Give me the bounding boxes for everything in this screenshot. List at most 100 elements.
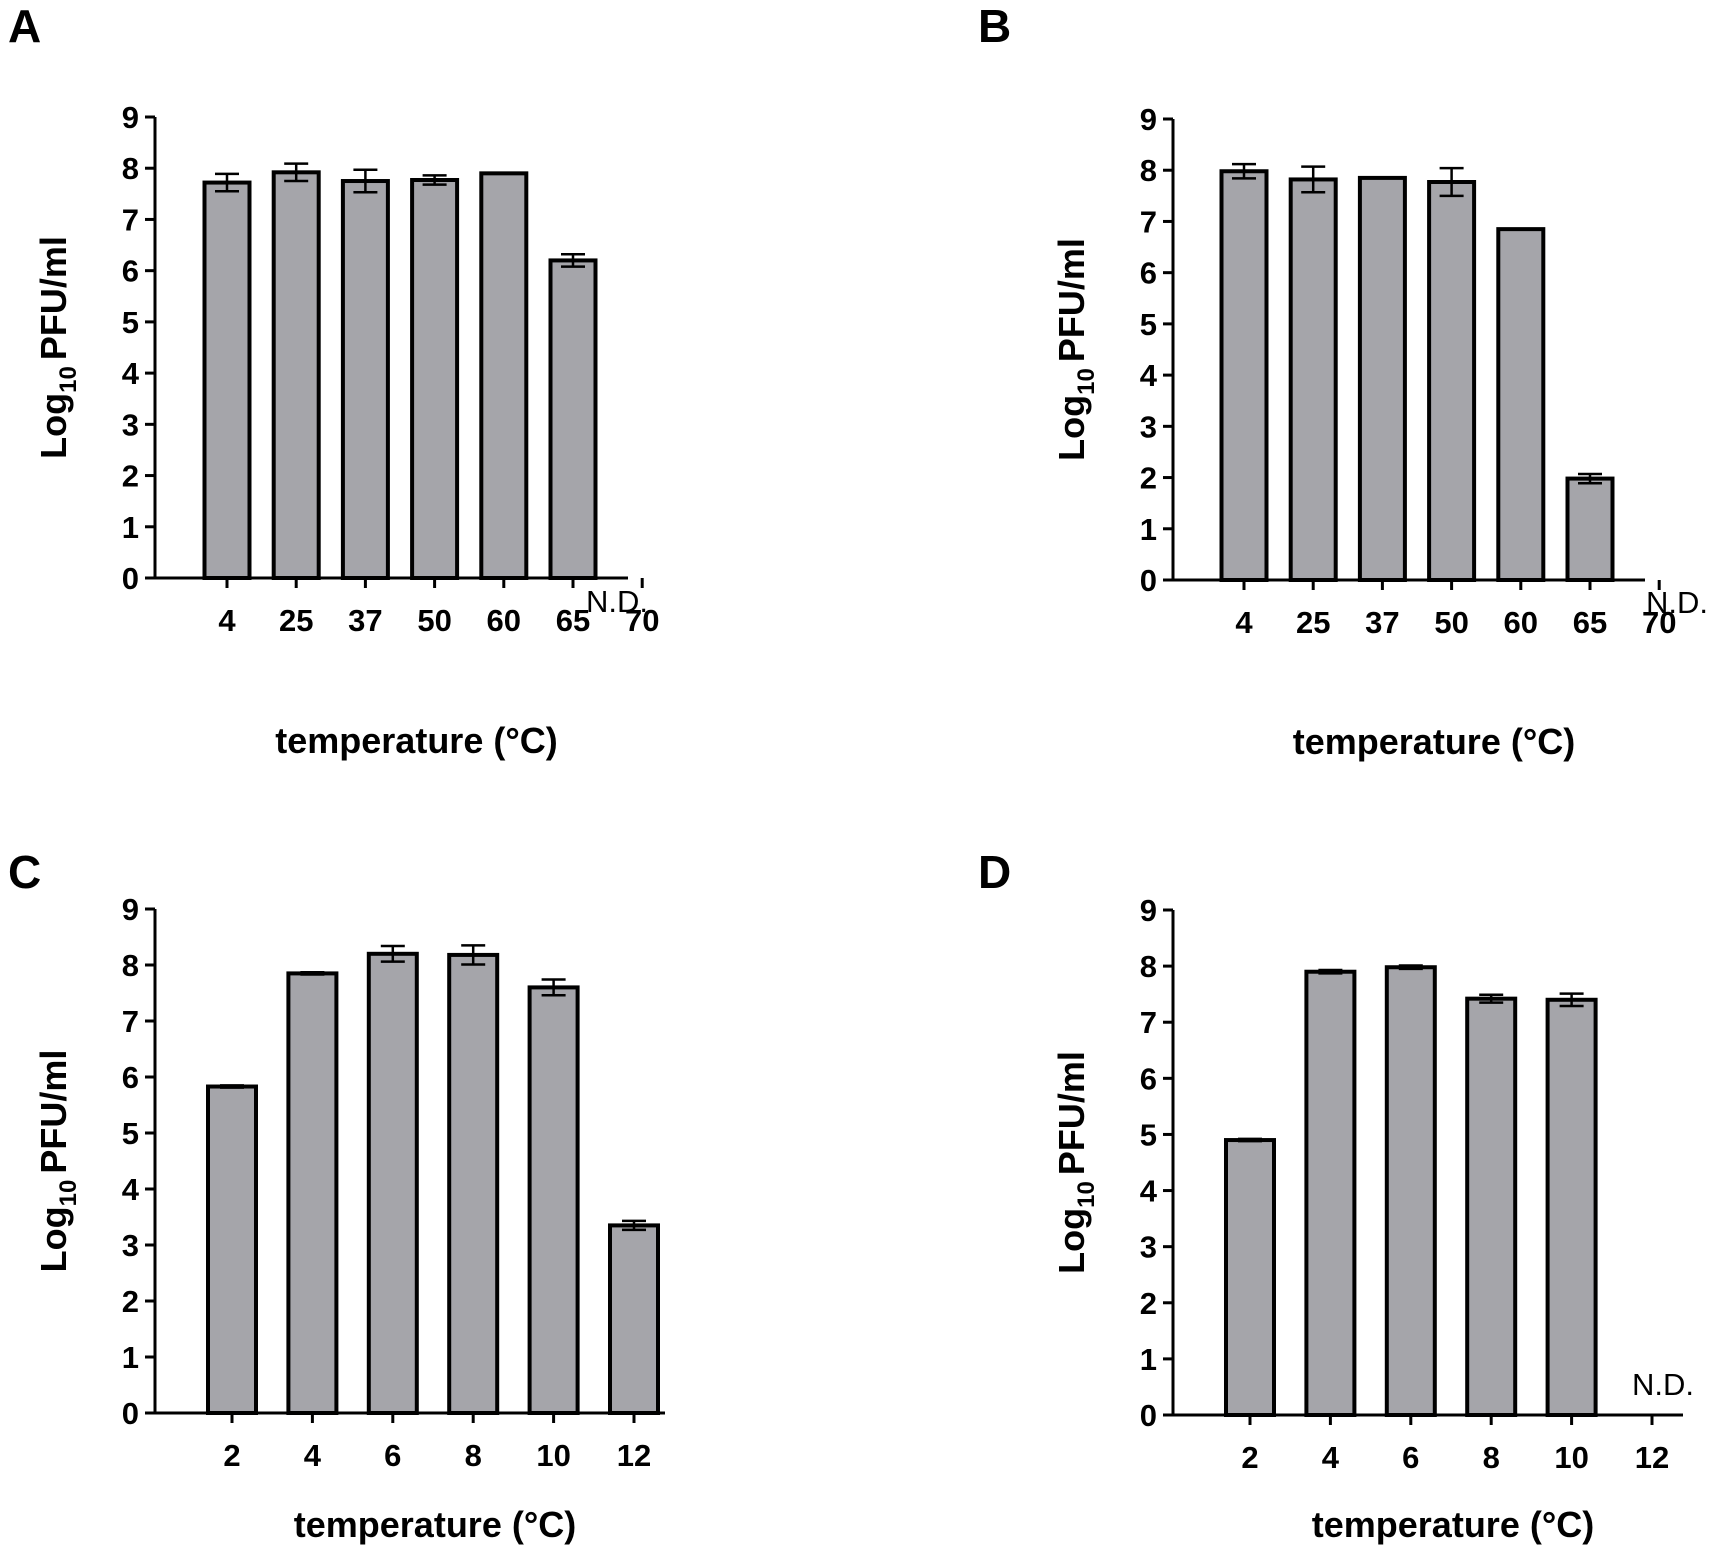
y-axis-title: Log10 PFU/ml: [33, 1050, 82, 1273]
y-axis-title: Log10 PFU/ml: [1051, 238, 1100, 461]
bar: [548, 258, 598, 580]
x-tick-label: 12: [617, 1438, 651, 1473]
chart-panel-b: B 0 1 2 3 4 5 6 7 8 9 4 25 37 50 60 65 70 temperature (°C)…: [978, 0, 1708, 762]
y-tick-label: 9: [1140, 893, 1157, 928]
y-tick-label: 5: [1140, 307, 1157, 342]
y-tick-label: 1: [122, 1340, 139, 1375]
x-tick-label: 37: [1365, 605, 1399, 640]
x-tick-label: 50: [417, 603, 451, 638]
y-tick-label: 4: [122, 356, 140, 391]
x-tick-label: 6: [1402, 1440, 1419, 1475]
x-tick-label: 65: [1573, 605, 1607, 640]
x-tick-label: 70: [625, 603, 659, 638]
x-tick-label: 4: [1235, 605, 1253, 640]
x-tick-label: 25: [279, 603, 313, 638]
bar: [1224, 1138, 1276, 1417]
y-tick-label: 6: [1140, 256, 1157, 291]
x-tick-label: 37: [348, 603, 382, 638]
y-tick-label: 2: [1140, 1286, 1157, 1321]
y-axis-title-main: Log: [33, 393, 74, 459]
y-tick-label: 7: [122, 1004, 139, 1039]
bar: [1465, 996, 1518, 1418]
y-tick-label: 9: [1140, 102, 1157, 137]
y-axis-title-main: Log: [1051, 1208, 1092, 1274]
x-tick-label: 10: [1554, 1440, 1588, 1475]
x-tick-label: 2: [223, 1438, 240, 1473]
x-axis-title: temperature (°C): [275, 720, 557, 761]
y-tick-label: 0: [1140, 563, 1157, 598]
bar: [366, 951, 419, 1415]
y-tick-label: 4: [1140, 358, 1158, 393]
y-axis-title-main: Log: [1051, 395, 1092, 461]
y-tick-label: 5: [122, 305, 139, 340]
x-tick-label: 60: [487, 603, 521, 638]
bar: [1219, 169, 1269, 582]
y-tick-label: 3: [1140, 409, 1157, 444]
y-tick-label: 4: [122, 1172, 140, 1207]
bar: [608, 1223, 660, 1416]
y-tick-label: 0: [122, 561, 139, 596]
not-detected-label: N.D.: [1632, 1367, 1694, 1402]
y-axis-title-subscript: 10: [55, 1180, 82, 1207]
bar: [1357, 175, 1407, 582]
y-axis-title-unit: PFU/ml: [1051, 238, 1092, 362]
y-axis-title: Log10 PFU/ml: [1051, 1051, 1100, 1274]
y-tick-label: 3: [122, 1228, 139, 1263]
y-tick-label: 7: [1140, 1005, 1157, 1040]
bar: [410, 178, 460, 580]
y-tick-label: 1: [1140, 1342, 1157, 1377]
y-tick-label: 2: [122, 1284, 139, 1319]
bar: [1496, 227, 1546, 582]
bar: [271, 170, 321, 580]
y-tick-label: 6: [1140, 1061, 1157, 1096]
x-tick-label: 4: [1322, 1440, 1340, 1475]
y-tick-label: 2: [1140, 461, 1157, 496]
x-tick-label: 8: [1483, 1440, 1500, 1475]
y-tick-label: 1: [122, 510, 139, 545]
y-tick-label: 9: [122, 892, 139, 927]
x-tick-label: 60: [1504, 605, 1538, 640]
y-tick-label: 5: [1140, 1117, 1157, 1152]
not-detected-label: N.D.: [586, 584, 648, 619]
y-tick-label: 2: [122, 459, 139, 494]
chart-panel-a: A 0 1 2 3 4 5 6 7 8 9 4 25 37 50 60 65 70 temperature (°C)…: [8, 0, 659, 761]
bar: [1427, 180, 1477, 582]
y-tick-label: 8: [122, 948, 139, 983]
bar: [202, 180, 252, 580]
bar: [447, 952, 500, 1415]
panel-letter: B: [978, 0, 1011, 52]
y-axis-title-unit: PFU/ml: [33, 1050, 74, 1174]
y-tick-label: 9: [122, 100, 139, 135]
x-axis-title: temperature (°C): [1293, 721, 1575, 762]
bar: [1384, 965, 1437, 1417]
x-tick-label: 8: [465, 1438, 482, 1473]
y-tick-label: 7: [122, 202, 139, 237]
panel-letter: C: [8, 846, 41, 898]
bar: [1545, 997, 1598, 1417]
y-tick-label: 8: [1140, 949, 1157, 984]
bar: [340, 179, 390, 580]
bar: [1565, 476, 1615, 582]
x-tick-label: 4: [218, 603, 236, 638]
bar: [286, 971, 339, 1416]
x-tick-label: 65: [556, 603, 590, 638]
y-axis-title: Log10 PFU/ml: [33, 236, 82, 459]
y-tick-label: 3: [1140, 1230, 1157, 1265]
bar: [479, 171, 529, 580]
x-tick-label: 10: [536, 1438, 570, 1473]
y-tick-label: 0: [1140, 1398, 1157, 1433]
y-axis-title-unit: PFU/ml: [1051, 1051, 1092, 1175]
not-detected-label: N.D.: [1646, 585, 1708, 620]
y-axis-title-subscript: 10: [1073, 368, 1100, 395]
y-tick-label: 6: [122, 1060, 139, 1095]
x-tick-label: 25: [1296, 605, 1330, 640]
panel-letter: D: [978, 846, 1011, 898]
bar: [527, 985, 580, 1416]
x-tick-label: 4: [304, 1438, 322, 1473]
x-tick-label: 2: [1241, 1440, 1258, 1475]
y-tick-label: 6: [122, 254, 139, 289]
y-axis-title-main: Log: [33, 1206, 74, 1272]
